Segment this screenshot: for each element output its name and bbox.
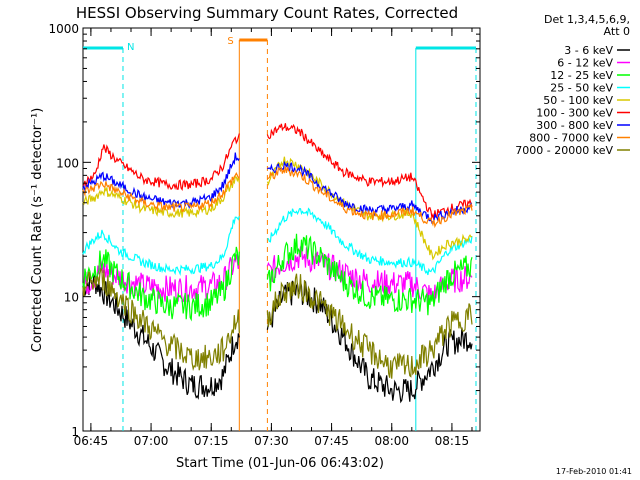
- x-tick-label: 08:00: [374, 434, 409, 448]
- x-tick-label: 07:00: [134, 434, 169, 448]
- legend-entry-label: 7000 - 20000 keV: [515, 144, 613, 157]
- series-line-2: [82, 254, 240, 303]
- x-tick-label: 07:45: [314, 434, 349, 448]
- series-layer: [82, 123, 473, 404]
- series-line-8: [267, 166, 473, 229]
- series-line-4: [267, 207, 473, 276]
- legend-entry-label: 300 - 800 keV: [536, 119, 613, 132]
- series-line-1: [266, 280, 473, 404]
- night-flag-label: N: [127, 42, 134, 53]
- x-tick-label: 07:15: [194, 434, 229, 448]
- saa-flag-label: S: [227, 36, 233, 47]
- plot-frame: [82, 27, 481, 432]
- legend-entry-label: 100 - 300 keV: [536, 107, 613, 120]
- chart-title: HESSI Observing Summary Count Rates, Cor…: [76, 4, 458, 22]
- series-line-3: [82, 246, 240, 322]
- y-tick-label: 10: [64, 291, 79, 305]
- legend-entry-label: 25 - 50 keV: [550, 82, 613, 95]
- y-axis-label: Corrected Count Rate (s⁻¹ detector⁻¹): [30, 108, 45, 353]
- series-line-9: [82, 267, 240, 372]
- series-line-8: [82, 171, 240, 213]
- series-line-5: [82, 175, 240, 219]
- axis-layer: 06:45 07:00 07:15 07:30 07:45 08:00 08:15 1 10 10…: [48, 22, 480, 448]
- legend-entry-label: 50 - 100 keV: [543, 94, 613, 107]
- legend-entry-label: 800 - 7000 keV: [529, 132, 613, 145]
- legend-entry-label: 12 - 25 keV: [550, 69, 613, 82]
- y-tick-label: 1000: [48, 22, 79, 36]
- series-line-4: [82, 216, 240, 277]
- footer-date: 17-Feb-2010 01:41: [556, 467, 632, 476]
- y-tick-label: 100: [56, 156, 79, 170]
- series-line-9: [266, 273, 473, 379]
- y-tick-label: 1: [71, 425, 79, 439]
- legend-header-line: Att 0: [604, 25, 630, 38]
- series-line-6: [82, 133, 240, 191]
- x-axis-label: Start Time (01-Jun-06 06:43:02): [176, 456, 384, 471]
- flag-layer: NS: [83, 36, 477, 431]
- series-line-6: [266, 123, 473, 220]
- series-line-3: [266, 233, 473, 316]
- x-tick-label: 07:30: [254, 434, 289, 448]
- legend-header-line: Det 1,3,4,5,6,9,: [544, 13, 630, 26]
- x-tick-label: 06:45: [74, 434, 109, 448]
- legend-entry-label: 3 - 6 keV: [564, 44, 613, 57]
- legend-entry-label: 6 - 12 keV: [557, 57, 613, 70]
- x-tick-label: 08:15: [435, 434, 470, 448]
